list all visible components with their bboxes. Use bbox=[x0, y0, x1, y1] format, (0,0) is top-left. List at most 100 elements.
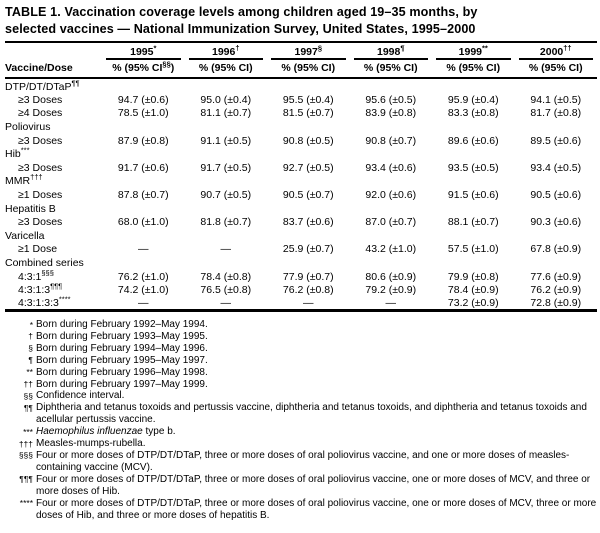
footnote: **** Four or more doses of DTP/DT/DTaP, t… bbox=[5, 498, 597, 522]
value-cell: — bbox=[138, 296, 149, 309]
row-label: Combined series bbox=[5, 256, 84, 269]
footnote: §§ Confidence interval. bbox=[5, 390, 597, 402]
table-row: ≥1 Doses 87.8 (±0.7) 90.7 (±0.5) 90.5 (±0.7… bbox=[5, 188, 597, 202]
value-cell: 79.9 (±0.8) bbox=[447, 270, 499, 283]
vaccine-group-row: Hib*** bbox=[5, 146, 597, 161]
footnote: ¶¶¶ Four or more doses of DTP/DT/DTaP, th… bbox=[5, 474, 597, 498]
value-cell bbox=[350, 202, 433, 216]
vaccine-group-row: DTP/DT/DTaP¶¶ bbox=[5, 78, 597, 93]
value-cell: 92.7 (±0.5) bbox=[282, 161, 334, 174]
year-column-header: 1995* bbox=[102, 42, 185, 60]
value-cell bbox=[267, 78, 350, 93]
value-cell bbox=[185, 147, 268, 161]
value-cell: — bbox=[138, 243, 149, 256]
footnote-text: Four or more doses of DTP/DT/DTaP, three… bbox=[36, 450, 597, 474]
value-cell: 68.0 (±1.0) bbox=[117, 216, 169, 229]
value-cell: 95.5 (±0.4) bbox=[282, 93, 334, 106]
footnote-text-part: Diphtheria and tetanus toxoids and pertu… bbox=[36, 402, 587, 426]
row-label: ≥3 Doses bbox=[18, 216, 63, 229]
footnote-marker-ref: §§ bbox=[162, 59, 171, 69]
value-cell: 95.6 (±0.5) bbox=[365, 93, 417, 106]
value-cell: 91.7 (±0.6) bbox=[117, 161, 169, 174]
value-cell bbox=[185, 175, 268, 189]
footnote-text-part: Four or more doses of DTP/DT/DTaP, three… bbox=[36, 449, 570, 473]
value-cell: 90.8 (±0.7) bbox=[365, 134, 417, 147]
footnote-marker: ¶¶ bbox=[23, 402, 33, 413]
value-cell bbox=[432, 78, 515, 93]
table-row: ≥4 Doses 78.5 (±1.0) 81.1 (±0.7) 81.5 (±0.7… bbox=[5, 107, 597, 121]
value-cell: 76.5 (±0.8) bbox=[200, 284, 252, 297]
row-label: ≥1 Dose bbox=[18, 243, 58, 256]
footnote: † Born during February 1993–May 1995. bbox=[5, 331, 597, 343]
value-cell bbox=[102, 229, 185, 243]
value-cell: — bbox=[220, 296, 232, 309]
footnote-text: Four or more doses of DTP/DT/DTaP, three… bbox=[36, 474, 597, 498]
table-title: TABLE 1. Vaccination coverage levels amo… bbox=[5, 4, 596, 37]
value-cell: 78.5 (±1.0) bbox=[117, 107, 169, 120]
footnote-text-part: Born during February 1996–May 1998. bbox=[36, 366, 208, 378]
footnote-text: Born during February 1992–May 1994. bbox=[36, 319, 597, 331]
value-cell: 94.1 (±0.5) bbox=[530, 93, 582, 106]
value-cell bbox=[432, 256, 515, 270]
value-cell: 93.4 (±0.6) bbox=[365, 161, 417, 174]
vaccine-group-row: Hepatitis B bbox=[5, 202, 597, 216]
footnote: †† Born during February 1997–May 1999. bbox=[5, 379, 597, 391]
value-cell bbox=[515, 78, 598, 93]
footnote-marker: *** bbox=[23, 426, 33, 437]
value-cell: 81.1 (±0.7) bbox=[200, 107, 252, 120]
footnote-marker-ref: ** bbox=[482, 43, 488, 53]
value-cell: 87.0 (±0.7) bbox=[365, 216, 417, 229]
row-label: Poliovirus bbox=[5, 120, 51, 133]
footnote-marker: * bbox=[29, 319, 33, 330]
table-row: ≥3 Doses 94.7 (±0.6) 95.0 (±0.4) 95.5 (±0.4… bbox=[5, 93, 597, 107]
footnote: ¶¶ Diphtheria and tetanus toxoids and per… bbox=[5, 402, 597, 426]
footnote-text: Born during February 1993–May 1995. bbox=[36, 331, 597, 343]
value-cell: 83.3 (±0.8) bbox=[447, 107, 499, 120]
pct-ci-header: % (95% CI§§) bbox=[102, 59, 185, 79]
column-header-row: Vaccine/Dose % (95% CI§§)% (95% CI)% (95… bbox=[5, 59, 597, 79]
value-cell bbox=[185, 229, 268, 243]
value-cell: 76.2 (±0.9) bbox=[530, 284, 582, 297]
footnote: * Born during February 1992–May 1994. bbox=[5, 319, 597, 331]
value-cell bbox=[515, 256, 598, 270]
value-cell bbox=[102, 256, 185, 270]
value-cell bbox=[350, 229, 433, 243]
value-cell: 90.5 (±0.6) bbox=[530, 188, 582, 201]
footnote-marker-ref: †† bbox=[563, 43, 572, 53]
row-label: ≥4 Doses bbox=[18, 107, 63, 120]
footnote-marker-ref: ¶ bbox=[400, 43, 405, 53]
value-cell: 77.6 (±0.9) bbox=[530, 270, 582, 283]
footnote-text-part: type b. bbox=[142, 426, 176, 438]
value-cell bbox=[102, 120, 185, 134]
value-cell bbox=[267, 229, 350, 243]
footnote-text-part: Born during February 1994–May 1996. bbox=[36, 342, 208, 354]
footnote-marker-ref: § bbox=[317, 43, 323, 53]
value-cell: — bbox=[303, 296, 314, 309]
footnote-marker-ref: ††† bbox=[30, 172, 43, 182]
value-cell bbox=[350, 78, 433, 93]
footnote-marker-ref: ¶¶ bbox=[71, 78, 80, 88]
footnote-marker: † bbox=[28, 331, 33, 342]
value-cell bbox=[185, 202, 268, 216]
footnote-text-part: Confidence interval. bbox=[36, 390, 125, 402]
footnote-text: Born during February 1995–May 1997. bbox=[36, 355, 597, 367]
value-cell bbox=[267, 202, 350, 216]
value-cell: 90.8 (±0.5) bbox=[282, 134, 334, 147]
value-cell: 43.2 (±1.0) bbox=[365, 243, 417, 256]
value-cell bbox=[267, 120, 350, 134]
footnote-marker: **** bbox=[19, 498, 33, 509]
row-label: DTP/DT/DTaP¶¶ bbox=[5, 78, 80, 93]
pct-ci-header: % (95% CI) bbox=[267, 60, 350, 79]
pct-ci-header: % (95% CI) bbox=[432, 60, 515, 79]
year-header-row: 1995* 1996† 1997§ 1998¶ 1999** 2000†† bbox=[5, 42, 597, 60]
table-row: 4:3:1:3¶¶¶ 74.2 (±1.0) 76.5 (±0.8) 76.2 (±0… bbox=[5, 282, 597, 297]
mmwr-table-page: TABLE 1. Vaccination coverage levels amo… bbox=[5, 4, 598, 522]
value-cell: 77.9 (±0.7) bbox=[282, 270, 334, 283]
value-cell: 79.2 (±0.9) bbox=[365, 284, 417, 297]
table-row: 4:3:1:3:3**** — — — — 73.2 (±0.9) 72.8 (±0.9) bbox=[5, 295, 597, 311]
value-cell: 80.6 (±0.9) bbox=[365, 270, 417, 283]
value-cell bbox=[515, 202, 598, 216]
value-cell: 92.0 (±0.6) bbox=[365, 188, 417, 201]
year-column-header: 2000†† bbox=[515, 42, 598, 60]
footnote: § Born during February 1994–May 1996. bbox=[5, 343, 597, 355]
